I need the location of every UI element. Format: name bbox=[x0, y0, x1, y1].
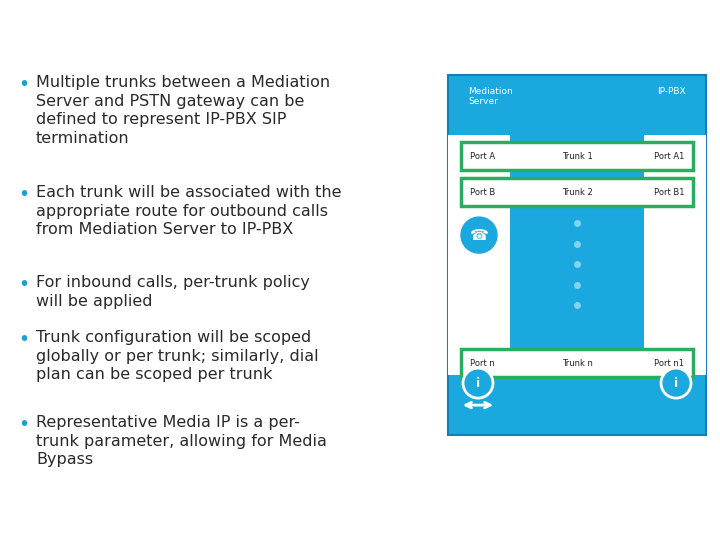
Text: Trunk configuration will be scoped
globally or per trunk; similarly, dial
plan c: Trunk configuration will be scoped globa… bbox=[36, 330, 319, 382]
Text: Port A1: Port A1 bbox=[654, 152, 684, 160]
Text: •: • bbox=[18, 275, 29, 294]
Circle shape bbox=[463, 368, 493, 398]
FancyBboxPatch shape bbox=[461, 349, 693, 377]
Text: Trunk 1: Trunk 1 bbox=[562, 152, 593, 160]
Text: Port A: Port A bbox=[470, 152, 495, 160]
Text: Mediation
Server: Mediation Server bbox=[468, 87, 513, 106]
Text: •: • bbox=[18, 415, 29, 434]
Text: For inbound calls, per-trunk policy
will be applied: For inbound calls, per-trunk policy will… bbox=[36, 275, 310, 309]
Text: Trunk n: Trunk n bbox=[562, 359, 593, 368]
FancyBboxPatch shape bbox=[644, 135, 706, 375]
Text: Port n: Port n bbox=[470, 359, 495, 368]
Circle shape bbox=[661, 368, 691, 398]
Text: i: i bbox=[674, 376, 678, 389]
Text: i: i bbox=[476, 376, 480, 389]
Text: Multiple trunks between a Mediation
Server and PSTN gateway can be
defined to re: Multiple trunks between a Mediation Serv… bbox=[36, 75, 330, 146]
Text: Port B1: Port B1 bbox=[654, 187, 684, 197]
Text: Each trunk will be associated with the
appropriate route for outbound calls
from: Each trunk will be associated with the a… bbox=[36, 185, 341, 237]
Text: ☎: ☎ bbox=[469, 227, 488, 242]
Text: •: • bbox=[18, 75, 29, 94]
Text: Representative Media IP is a per-
trunk parameter, allowing for Media
Bypass: Representative Media IP is a per- trunk … bbox=[36, 415, 327, 467]
FancyBboxPatch shape bbox=[461, 142, 693, 170]
Text: Trunk 2: Trunk 2 bbox=[562, 187, 593, 197]
FancyBboxPatch shape bbox=[448, 75, 706, 435]
Circle shape bbox=[461, 217, 497, 253]
Text: •: • bbox=[18, 185, 29, 204]
Text: Port B: Port B bbox=[470, 187, 495, 197]
FancyBboxPatch shape bbox=[461, 178, 693, 206]
Text: Trunk and IP-PBX Interworking: Trunk and IP-PBX Interworking bbox=[13, 19, 392, 43]
Text: •: • bbox=[18, 330, 29, 349]
FancyBboxPatch shape bbox=[448, 135, 510, 375]
Text: Port n1: Port n1 bbox=[654, 359, 684, 368]
Text: IP-PBX: IP-PBX bbox=[657, 87, 686, 96]
